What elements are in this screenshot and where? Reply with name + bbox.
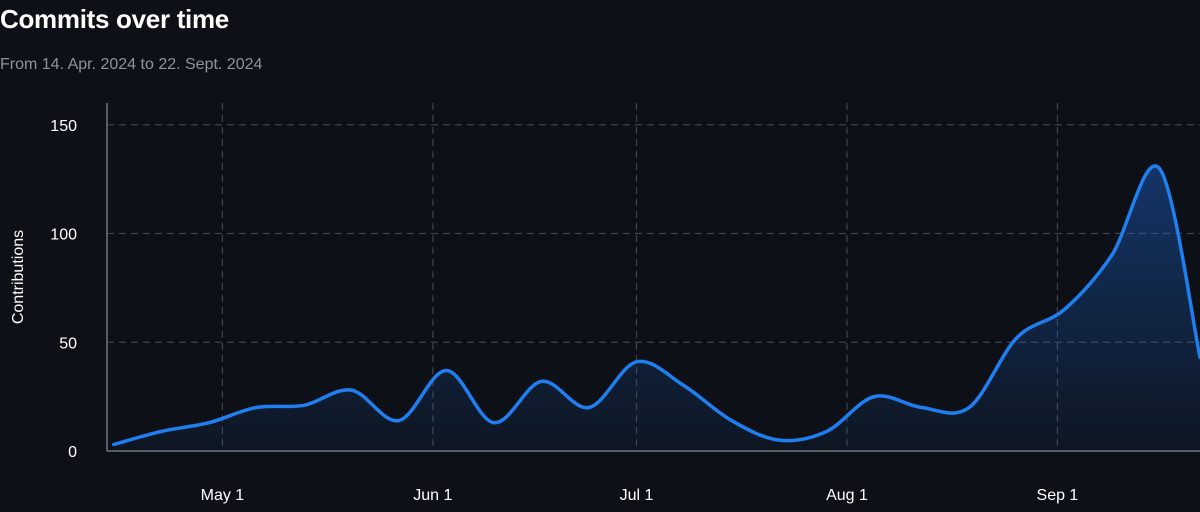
series-line-group — [112, 164, 1200, 447]
y-tick-label: 150 — [50, 118, 77, 135]
chart-title: Commits over time — [0, 4, 229, 34]
x-tick-label: May 1 — [201, 487, 245, 504]
x-tick-label: Jun 1 — [413, 487, 452, 504]
series-line — [112, 164, 1200, 447]
y-tick-label: 50 — [59, 335, 77, 352]
x-tick-label: Aug 1 — [826, 487, 868, 504]
series-area — [113, 165, 1200, 451]
y-tick-label: 100 — [50, 227, 77, 244]
y-tick-label: 0 — [68, 444, 77, 461]
x-tick-label: Sep 1 — [1037, 487, 1079, 504]
area-fill-group — [113, 165, 1200, 451]
x-tick-label: Jul 1 — [620, 487, 654, 504]
y-axis-label: Contributions — [10, 230, 27, 324]
axes — [106, 103, 1200, 452]
chart-subtitle: From 14. Apr. 2024 to 22. Sept. 2024 — [0, 56, 263, 73]
tick-labels: 0 50 100 150 May 1 Jun 1 Jul 1 Aug 1 Sep 1 Contri… — [10, 118, 1078, 504]
